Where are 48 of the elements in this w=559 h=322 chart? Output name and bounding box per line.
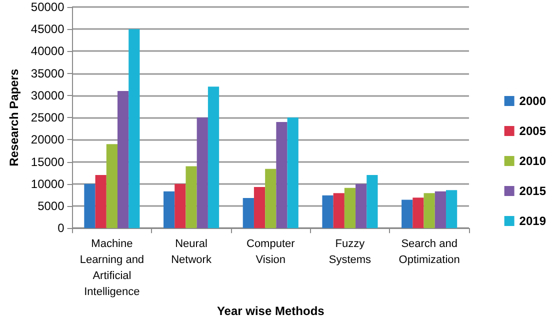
- bar: [95, 175, 106, 228]
- y-tick-label: 25000: [30, 110, 65, 125]
- x-tick-label: Machine Learning and Artificial Intelligence: [80, 238, 144, 298]
- y-tick-label: 50000: [30, 0, 65, 14]
- bar: [186, 166, 197, 228]
- bar: [344, 188, 356, 228]
- y-axis-title: Research Papers: [7, 68, 21, 166]
- bar: [242, 198, 254, 228]
- bar: [356, 184, 367, 228]
- x-axis-title: Year wise Methods: [216, 304, 325, 318]
- x-tick-label: Computer Vision: [246, 238, 296, 266]
- y-tick-label: 10000: [30, 176, 65, 191]
- y-tick-label: 35000: [30, 66, 65, 80]
- y-tick-label: 30000: [30, 88, 65, 102]
- y-tick-label: 0: [58, 221, 65, 236]
- bar: [276, 122, 288, 228]
- bar: [174, 184, 186, 228]
- bar: [254, 186, 266, 228]
- legend-label: 2010: [519, 154, 546, 168]
- legend-label: 2005: [519, 124, 546, 138]
- bar: [128, 29, 140, 228]
- x-tick-label: Neural Network: [171, 238, 212, 266]
- y-tick-label: 45000: [30, 22, 65, 36]
- bar: [446, 190, 458, 228]
- bar: [84, 184, 96, 228]
- bar: [265, 168, 276, 228]
- bar: [106, 144, 118, 228]
- x-tick-label: Fuzzy Systems: [328, 238, 372, 266]
- bar: [322, 195, 334, 228]
- legend-label: 2000: [519, 94, 546, 108]
- bar: [412, 198, 424, 228]
- x-tick-label: Search and Optimization: [398, 238, 460, 266]
- legend-label: 2015: [519, 184, 546, 198]
- bar: [434, 191, 446, 228]
- bar: [164, 191, 175, 228]
- y-tick-label: 20000: [30, 132, 65, 147]
- legend-label: 2019: [519, 214, 546, 228]
- bar: [117, 91, 129, 228]
- y-tick-label: 5000: [38, 198, 65, 213]
- y-tick-label: 15000: [30, 154, 65, 169]
- bar: [196, 118, 208, 228]
- bar: [402, 200, 413, 228]
- bar: [333, 193, 344, 228]
- bar: [424, 193, 435, 228]
- bar: [208, 86, 220, 228]
- bar: [366, 175, 378, 228]
- bar: [287, 118, 298, 228]
- y-tick-label: 40000: [30, 44, 65, 58]
